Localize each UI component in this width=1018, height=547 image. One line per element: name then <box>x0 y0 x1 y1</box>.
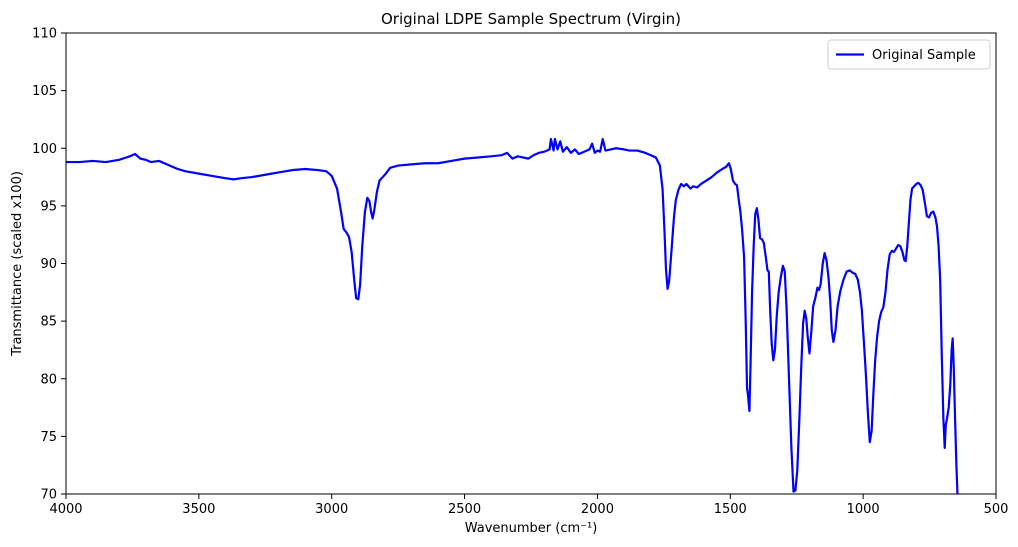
x-tick-label: 2000 <box>581 502 614 517</box>
y-tick-label: 90 <box>40 257 57 272</box>
y-tick-label: 110 <box>32 27 57 42</box>
x-tick-label: 1000 <box>847 502 880 517</box>
x-tick-label: 3500 <box>182 502 215 517</box>
y-tick-label: 100 <box>32 142 57 157</box>
chart-title: Original LDPE Sample Spectrum (Virgin) <box>381 10 681 28</box>
legend: Original Sample <box>827 39 991 70</box>
y-tick-label: 95 <box>40 199 57 214</box>
x-tick-label: 500 <box>984 502 1009 517</box>
legend-label-original-sample: Original Sample <box>872 48 976 63</box>
x-tick-label: 4000 <box>49 502 82 517</box>
plot-area <box>65 32 997 495</box>
y-axis-title: Transmittance (scaled x100) <box>10 171 25 357</box>
plot-background <box>66 33 996 494</box>
x-axis: 4000 3500 3000 2500 2000 1500 1000 500 <box>49 494 1008 517</box>
legend-box <box>827 39 991 70</box>
y-tick-label: 85 <box>40 315 57 330</box>
x-axis-title: Wavenumber (cm⁻¹) <box>465 521 598 536</box>
series-line-original-sample <box>66 137 959 494</box>
x-tick-label: 3000 <box>315 502 348 517</box>
x-tick-label: 1500 <box>714 502 747 517</box>
y-tick-label: 105 <box>32 84 57 99</box>
y-tick-label: 75 <box>40 430 57 445</box>
x-tick-label: 2500 <box>448 502 481 517</box>
y-axis: 70 75 80 85 90 95 100 105 110 <box>32 27 66 503</box>
y-tick-label: 80 <box>40 372 57 387</box>
y-tick-label: 70 <box>40 488 57 503</box>
